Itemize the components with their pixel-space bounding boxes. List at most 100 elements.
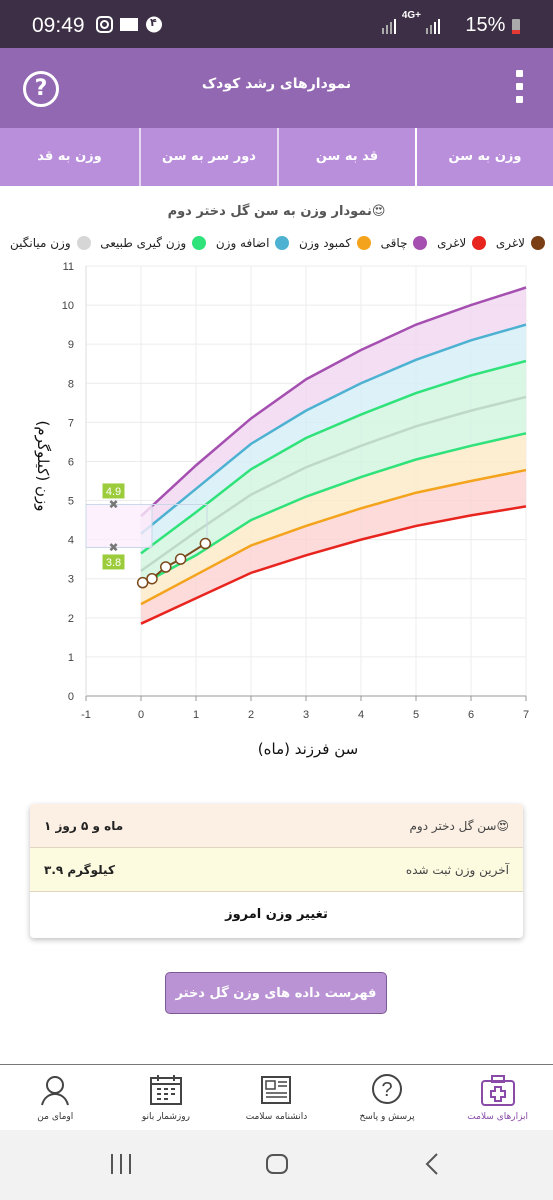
legend-item[interactable]: وزن گیری طبیعی xyxy=(100,236,207,250)
recent-apps-icon[interactable] xyxy=(108,1152,134,1176)
back-icon[interactable] xyxy=(420,1152,446,1176)
series-line xyxy=(140,468,527,606)
help-button[interactable]: ? xyxy=(23,71,59,107)
change-weight-button[interactable]: تغییر وزن امروز xyxy=(225,907,328,922)
chart-legend: لاغری لاغری چاقی کمبود وزن اضافه وزن وزن… xyxy=(10,236,545,250)
y-tick-label: 5 xyxy=(68,496,74,508)
chart-title: نمودار وزن به سن گل دختر دوم😍 xyxy=(167,204,386,219)
growth-chart: نمودار وزن به سن گل دختر دوم😍 لاغری لاغر… xyxy=(0,186,553,786)
age-row: سن گل دختر دوم😍 ۱ ماه و ۵ روز xyxy=(30,804,523,848)
app-bar: ? نمودارهای رشد کودک xyxy=(0,48,553,128)
nav-label: ابزارهای سلامت xyxy=(467,1112,529,1122)
nav-calendar[interactable]: روزشمار بانو xyxy=(121,1065,211,1130)
tab-weight-height[interactable]: وزن به قد xyxy=(37,149,102,164)
legend-label: اضافه وزن xyxy=(215,236,270,250)
child-point xyxy=(174,553,187,565)
y-tick-label: 9 xyxy=(68,339,74,351)
legend-label: لاغری xyxy=(495,236,525,250)
y-tick-label: 4 xyxy=(68,535,74,547)
status-bar: 09:49 ۴ 4G+ 15% xyxy=(0,0,553,48)
legend-label: کمبود وزن xyxy=(299,236,352,250)
series-line xyxy=(140,505,527,625)
weight-list-button[interactable]: فهرست داده های وزن گل دختر دوم😍 xyxy=(165,972,387,1043)
nav-profile[interactable]: اومای من xyxy=(10,1065,100,1130)
band-area xyxy=(141,433,526,605)
legend-dot xyxy=(76,236,91,250)
series-line xyxy=(140,323,527,535)
network-type: 4G+ xyxy=(401,10,422,21)
legend-label: چاقی xyxy=(380,236,408,250)
legend-item[interactable]: لاغری xyxy=(437,236,487,250)
last-weight-value: ۳.۹ کیلوگرم xyxy=(44,862,115,877)
status-time: 09:49 xyxy=(32,14,85,37)
x-tick-label: 6 xyxy=(468,709,474,721)
legend-dot xyxy=(530,236,545,250)
legend-dot xyxy=(275,236,290,250)
range-badge-label: 3.8 xyxy=(106,557,121,569)
child-point xyxy=(160,561,172,573)
nav-label: روزشمار بانو xyxy=(141,1112,190,1122)
y-tick-label: 1 xyxy=(68,652,74,664)
medical-kit-icon xyxy=(480,1075,515,1106)
legend-item[interactable]: چاقی xyxy=(381,236,428,250)
band-area xyxy=(141,396,526,585)
x-tick-label: 7 xyxy=(523,709,529,721)
legend-item[interactable]: لاغری xyxy=(496,236,545,250)
nav-label: پرسش و پاسخ xyxy=(359,1112,415,1122)
newspaper-icon xyxy=(261,1076,292,1104)
legend-dot xyxy=(357,236,372,250)
chart-tabs: وزن به سن قد به سن دور سر به سن وزن به ق… xyxy=(0,128,553,186)
nav-label: اومای من xyxy=(37,1112,74,1122)
notif-badge: ۴ xyxy=(150,16,157,29)
tab-head-age[interactable]: دور سر به سن xyxy=(139,128,277,186)
legend-label: وزن گیری طبیعی xyxy=(100,236,187,250)
legend-item[interactable]: اضافه وزن xyxy=(216,236,290,250)
series-line xyxy=(140,432,527,586)
series-line xyxy=(140,359,527,555)
signal-icon xyxy=(381,18,440,34)
battery-icon xyxy=(512,18,520,34)
home-icon[interactable] xyxy=(264,1152,290,1176)
range-box xyxy=(85,503,153,548)
tab-weight-age[interactable]: وزن به سن xyxy=(415,128,553,186)
x-axis-label: سن فرزند (ماه) xyxy=(258,740,358,758)
y-tick-label: 10 xyxy=(62,300,74,312)
y-tick-label: 6 xyxy=(68,456,74,468)
nav-questions[interactable]: ? پرسش و پاسخ xyxy=(342,1065,432,1130)
x-tick-label: 4 xyxy=(358,709,364,721)
y-tick-label: 2 xyxy=(68,613,74,625)
profile-icon xyxy=(41,1076,70,1106)
notification-icons xyxy=(96,16,162,33)
legend-item[interactable]: کمبود وزن xyxy=(299,236,372,250)
range-badge-label: 4.9 xyxy=(106,486,121,498)
child-point xyxy=(199,537,212,550)
legend-label: وزن میانگین xyxy=(10,236,71,250)
legend-item[interactable]: وزن میانگین xyxy=(10,236,91,250)
last-weight-label: آخرین وزن ثبت شده xyxy=(405,862,509,877)
nav-encyclopedia[interactable]: دانشنامه سلامت xyxy=(231,1065,321,1130)
child-point xyxy=(136,576,149,589)
y-tick-label: 8 xyxy=(68,378,74,390)
more-menu-icon[interactable] xyxy=(515,70,525,106)
x-tick-label: -1 xyxy=(81,709,91,721)
y-tick-label: 0 xyxy=(68,691,74,703)
page-title: نمودارهای رشد کودک xyxy=(201,76,352,92)
range-marker-icon: ✖ xyxy=(108,540,118,554)
legend-dot xyxy=(472,236,487,250)
range-badge xyxy=(102,483,125,499)
nav-health-tools[interactable]: ابزارهای سلامت xyxy=(453,1065,543,1130)
svg-text:?: ? xyxy=(382,1079,393,1101)
legend-label: لاغری xyxy=(437,236,467,250)
tab-height-age[interactable]: قد به سن xyxy=(277,128,415,186)
range-marker-icon: ✖ xyxy=(108,497,118,511)
series-line xyxy=(140,286,527,518)
legend-dot xyxy=(192,236,207,250)
band-area xyxy=(141,324,526,554)
series-line xyxy=(140,395,527,572)
child-point xyxy=(146,572,158,585)
age-label: سن گل دختر دوم😍 xyxy=(409,818,509,833)
question-bubble-icon: ? xyxy=(372,1074,403,1104)
status-notification-icons xyxy=(96,16,166,38)
band-area xyxy=(141,287,526,534)
